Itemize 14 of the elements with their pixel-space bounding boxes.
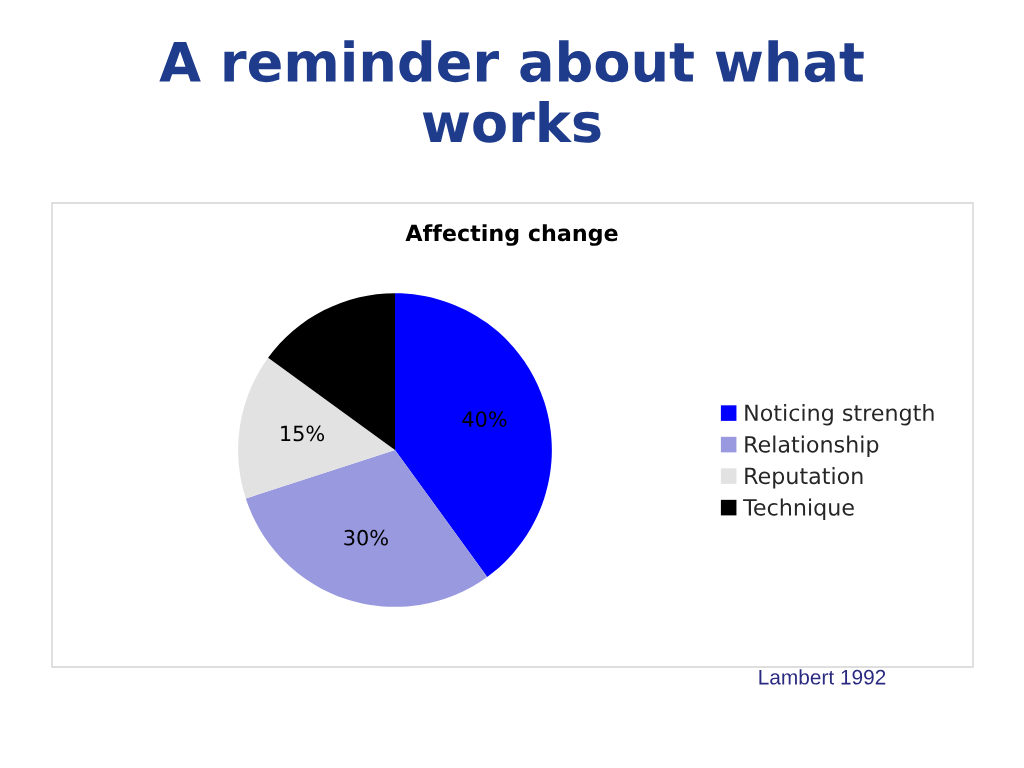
data-label: 15%: [281, 425, 325, 442]
pie-slice: [268, 293, 395, 450]
legend-label: Noticing strength: [745, 403, 934, 426]
legend-label: Reputation: [745, 467, 863, 489]
data-label: 40%: [462, 411, 507, 427]
chart-subtitle: Affecting change: [405, 224, 618, 246]
pie-slice: [395, 293, 552, 577]
pie-slice: [245, 450, 488, 607]
legend-label: Technique: [743, 498, 854, 521]
data-label: 30%: [344, 529, 388, 546]
text: Lambert 1992: [759, 669, 886, 685]
pie-slice: [238, 357, 395, 499]
legend-label: Relationship: [745, 435, 879, 457]
chart-title: A reminder about what works: [159, 40, 864, 143]
